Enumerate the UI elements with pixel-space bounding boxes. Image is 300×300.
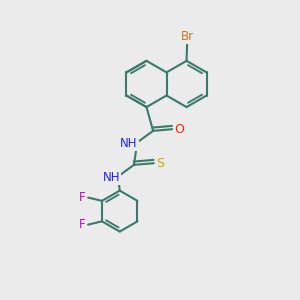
Text: NH: NH [103, 171, 120, 184]
Text: Br: Br [181, 30, 194, 43]
Text: F: F [79, 191, 86, 204]
Text: S: S [156, 157, 164, 170]
Text: F: F [79, 218, 86, 231]
Text: NH: NH [120, 136, 138, 150]
Text: O: O [174, 123, 184, 136]
